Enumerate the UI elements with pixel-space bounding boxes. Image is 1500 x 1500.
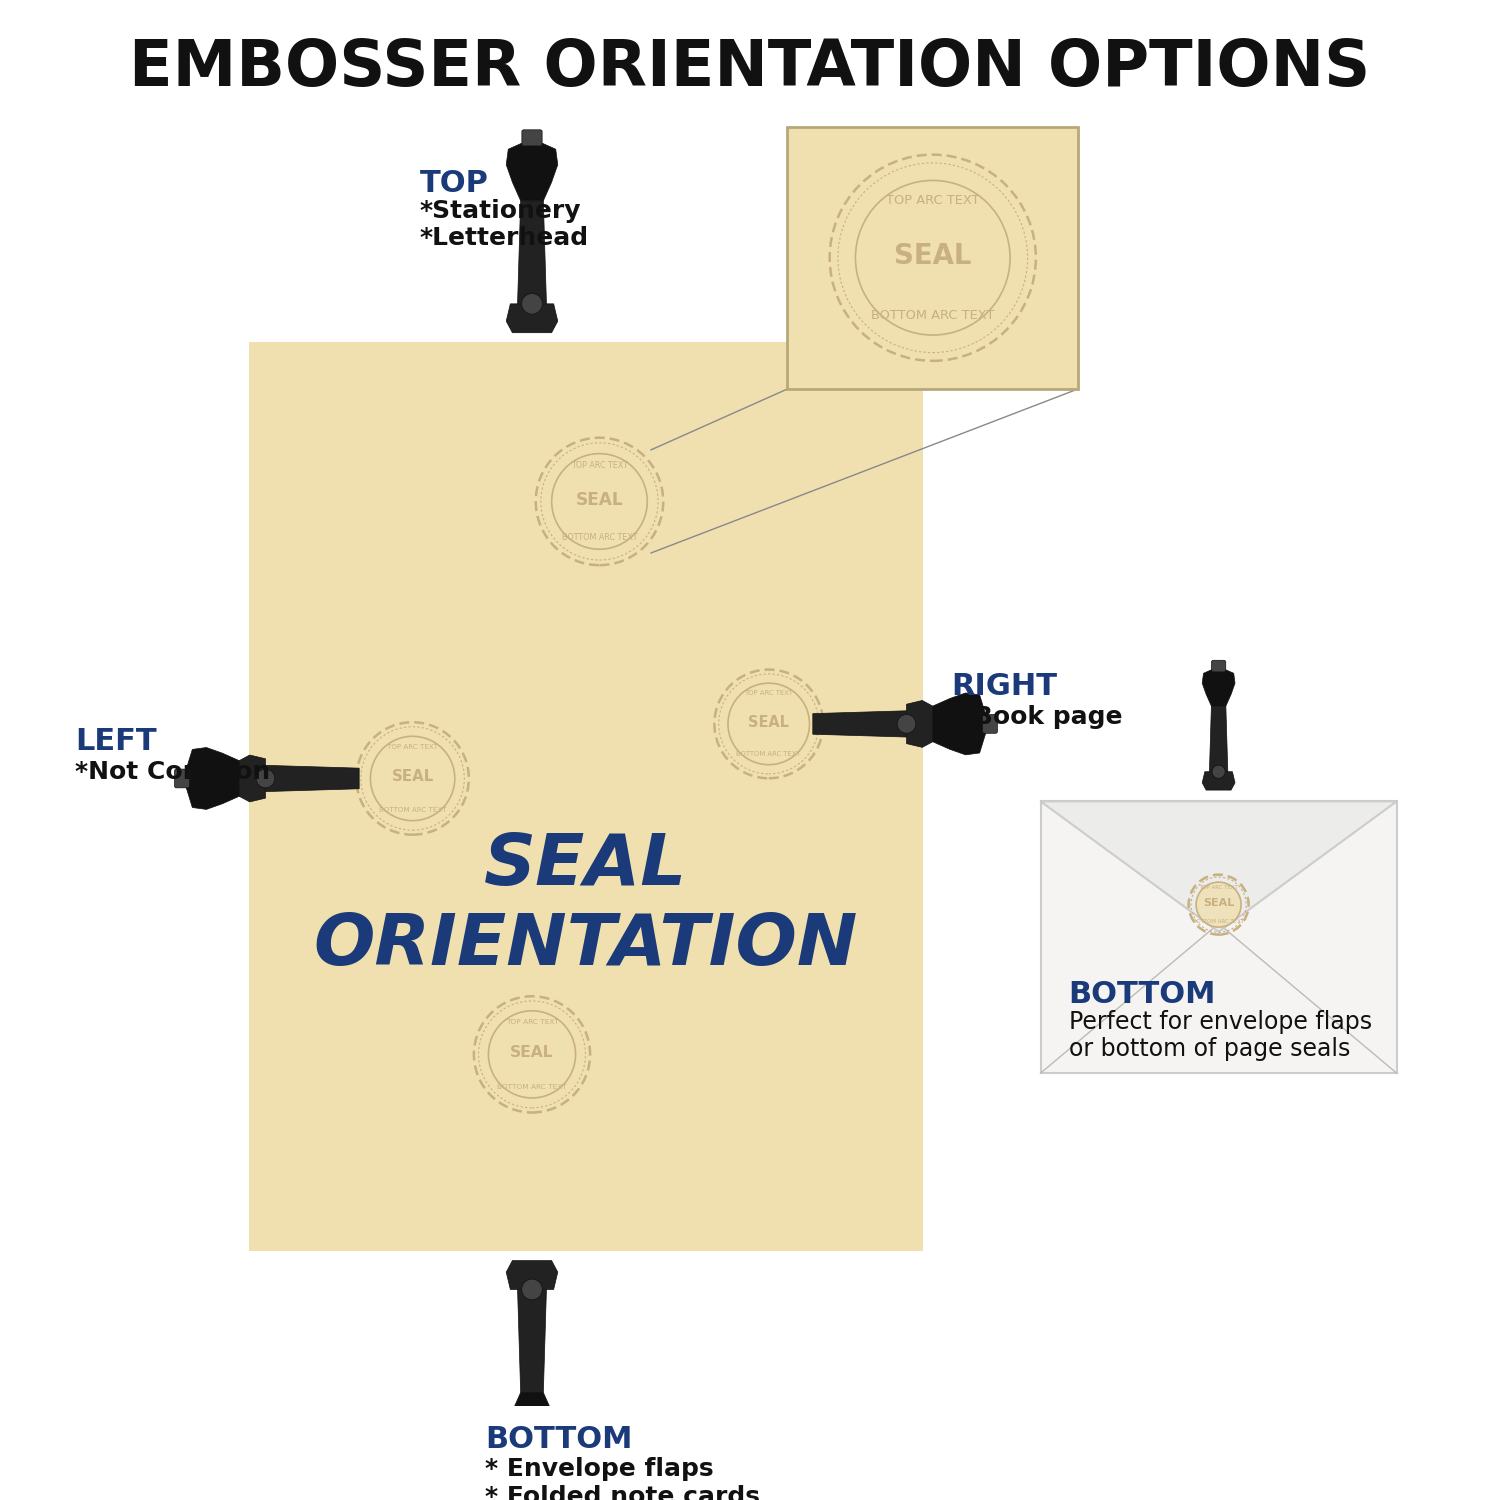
Circle shape (370, 736, 454, 821)
Text: BOTTOM: BOTTOM (1068, 980, 1217, 1008)
Circle shape (522, 1280, 543, 1300)
FancyBboxPatch shape (982, 714, 998, 734)
Text: TOP ARC TEXT: TOP ARC TEXT (387, 744, 438, 750)
Text: TOP ARC TEXT: TOP ARC TEXT (572, 460, 628, 470)
Text: SEAL
ORIENTATION: SEAL ORIENTATION (314, 831, 858, 980)
Text: BOTTOM ARC TEXT: BOTTOM ARC TEXT (871, 309, 994, 322)
Polygon shape (1041, 801, 1397, 932)
Text: BOTTOM ARC TEXT: BOTTOM ARC TEXT (1192, 920, 1243, 924)
Circle shape (552, 453, 648, 549)
Polygon shape (506, 304, 558, 333)
Circle shape (1212, 765, 1225, 778)
Circle shape (256, 770, 274, 788)
Polygon shape (506, 141, 558, 201)
Polygon shape (1202, 771, 1234, 790)
Polygon shape (518, 201, 546, 304)
FancyBboxPatch shape (522, 1448, 542, 1464)
Polygon shape (1209, 706, 1228, 771)
Circle shape (728, 682, 810, 765)
Polygon shape (518, 1290, 546, 1392)
Text: SEAL: SEAL (894, 242, 972, 270)
Polygon shape (506, 1392, 558, 1452)
Polygon shape (184, 747, 238, 810)
Text: SEAL: SEAL (748, 714, 789, 729)
Bar (788, 126, 1078, 388)
Polygon shape (238, 754, 266, 802)
Text: LEFT: LEFT (75, 728, 158, 756)
Text: BOTTOM ARC TEXT: BOTTOM ARC TEXT (736, 752, 801, 758)
Circle shape (1196, 882, 1240, 927)
Text: SEAL: SEAL (392, 770, 433, 784)
Polygon shape (266, 765, 358, 792)
Text: RIGHT: RIGHT (951, 672, 1058, 702)
Text: *Not Common: *Not Common (75, 759, 270, 783)
Polygon shape (506, 1260, 558, 1290)
Text: * Book page: * Book page (951, 705, 1122, 729)
Text: *Stationery
*Letterhead: *Stationery *Letterhead (420, 198, 588, 250)
Bar (249, 342, 924, 1251)
Text: SEAL: SEAL (576, 490, 624, 508)
Text: TOP ARC TEXT: TOP ARC TEXT (1198, 885, 1237, 891)
Text: SEAL: SEAL (510, 1046, 554, 1060)
FancyBboxPatch shape (1212, 660, 1225, 672)
Circle shape (489, 1011, 576, 1098)
Text: EMBOSSER ORIENTATION OPTIONS: EMBOSSER ORIENTATION OPTIONS (129, 38, 1371, 99)
Text: TOP ARC TEXT: TOP ARC TEXT (506, 1019, 558, 1025)
Polygon shape (906, 700, 933, 747)
Circle shape (522, 294, 543, 314)
FancyBboxPatch shape (174, 770, 189, 788)
Bar (1041, 801, 1397, 1072)
Text: BOTTOM ARC TEXT: BOTTOM ARC TEXT (561, 532, 638, 542)
Text: BOTTOM ARC TEXT: BOTTOM ARC TEXT (380, 807, 447, 813)
Text: * Envelope flaps
* Folded note cards: * Envelope flaps * Folded note cards (484, 1458, 760, 1500)
FancyBboxPatch shape (522, 130, 542, 146)
Text: BOTTOM: BOTTOM (484, 1425, 633, 1454)
Circle shape (897, 714, 916, 734)
Polygon shape (933, 693, 987, 754)
Polygon shape (1202, 668, 1234, 706)
Text: TOP ARC TEXT: TOP ARC TEXT (886, 194, 980, 207)
Text: Perfect for envelope flaps
or bottom of page seals: Perfect for envelope flaps or bottom of … (1068, 1010, 1372, 1062)
Text: BOTTOM ARC TEXT: BOTTOM ARC TEXT (496, 1084, 567, 1090)
Circle shape (855, 180, 1010, 334)
Text: TOP ARC TEXT: TOP ARC TEXT (744, 690, 794, 696)
Text: TOP: TOP (420, 168, 489, 198)
Text: SEAL: SEAL (1203, 897, 1234, 908)
Polygon shape (813, 711, 906, 736)
